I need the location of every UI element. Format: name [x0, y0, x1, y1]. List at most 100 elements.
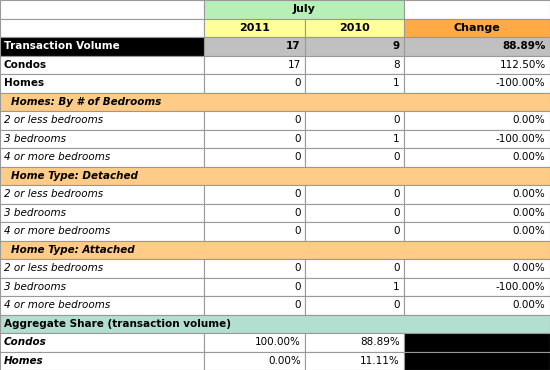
- Text: 3 bedrooms: 3 bedrooms: [4, 134, 66, 144]
- Text: 0.00%: 0.00%: [513, 152, 546, 162]
- Text: 2011: 2011: [239, 23, 270, 33]
- Bar: [204, 18, 305, 37]
- Text: 0.00%: 0.00%: [513, 208, 546, 218]
- Bar: [404, 222, 550, 241]
- Bar: [0, 0, 204, 18]
- Text: 0.00%: 0.00%: [513, 115, 546, 125]
- Bar: [404, 259, 550, 278]
- Text: -100.00%: -100.00%: [496, 134, 546, 144]
- Text: 112.50%: 112.50%: [499, 60, 546, 70]
- Text: 0: 0: [294, 115, 301, 125]
- Text: 3 bedrooms: 3 bedrooms: [4, 282, 66, 292]
- Bar: [0, 130, 204, 148]
- Bar: [0, 166, 550, 185]
- Text: 0: 0: [294, 263, 301, 273]
- Text: Condos: Condos: [4, 337, 47, 347]
- Text: 0: 0: [393, 208, 400, 218]
- Text: Homes: Homes: [4, 356, 43, 366]
- Text: 17: 17: [286, 41, 301, 51]
- Bar: [404, 148, 550, 166]
- Text: 3 bedrooms: 3 bedrooms: [4, 208, 66, 218]
- Bar: [204, 185, 305, 204]
- Text: 0: 0: [393, 300, 400, 310]
- Bar: [305, 352, 404, 370]
- Text: 1: 1: [393, 78, 400, 88]
- Bar: [404, 296, 550, 314]
- Text: 0.00%: 0.00%: [513, 226, 546, 236]
- Bar: [0, 56, 204, 74]
- Bar: [404, 56, 550, 74]
- Bar: [0, 296, 204, 314]
- Bar: [0, 333, 204, 352]
- Bar: [0, 278, 204, 296]
- Text: 0: 0: [294, 78, 301, 88]
- Text: Homes: By # of Bedrooms: Homes: By # of Bedrooms: [11, 97, 161, 107]
- Bar: [204, 352, 305, 370]
- Text: 11.11%: 11.11%: [360, 356, 400, 366]
- Bar: [305, 37, 404, 56]
- Text: 0.00%: 0.00%: [513, 189, 546, 199]
- Text: 0: 0: [294, 152, 301, 162]
- Text: 1: 1: [393, 134, 400, 144]
- Bar: [204, 130, 305, 148]
- Text: Homes: Homes: [4, 78, 44, 88]
- Text: -100.00%: -100.00%: [496, 282, 546, 292]
- Text: 0: 0: [294, 226, 301, 236]
- Bar: [305, 185, 404, 204]
- Text: 0: 0: [294, 300, 301, 310]
- Bar: [0, 74, 204, 92]
- Text: 9: 9: [393, 41, 400, 51]
- Bar: [204, 333, 305, 352]
- Text: 100.00%: 100.00%: [255, 337, 301, 347]
- Text: 0: 0: [294, 282, 301, 292]
- Text: 0: 0: [393, 226, 400, 236]
- Bar: [404, 333, 550, 352]
- Text: 0.00%: 0.00%: [268, 356, 301, 366]
- Text: Change: Change: [454, 23, 501, 33]
- Text: 17: 17: [288, 60, 301, 70]
- Text: 0: 0: [393, 152, 400, 162]
- Text: 2 or less bedrooms: 2 or less bedrooms: [4, 115, 103, 125]
- Text: 2 or less bedrooms: 2 or less bedrooms: [4, 189, 103, 199]
- Bar: [404, 111, 550, 130]
- Bar: [404, 204, 550, 222]
- Text: 1: 1: [393, 282, 400, 292]
- Bar: [0, 259, 204, 278]
- Bar: [305, 111, 404, 130]
- Text: Aggregate Share (transaction volume): Aggregate Share (transaction volume): [4, 319, 231, 329]
- Text: Transaction Volume: Transaction Volume: [4, 41, 119, 51]
- Bar: [204, 56, 305, 74]
- Text: Condos: Condos: [4, 60, 47, 70]
- Bar: [0, 37, 204, 56]
- Text: 4 or more bedrooms: 4 or more bedrooms: [4, 226, 110, 236]
- Text: 88.89%: 88.89%: [360, 337, 400, 347]
- Bar: [204, 278, 305, 296]
- Text: 0: 0: [294, 134, 301, 144]
- Bar: [305, 222, 404, 241]
- Bar: [204, 204, 305, 222]
- Text: 0: 0: [294, 208, 301, 218]
- Text: July: July: [293, 4, 315, 14]
- Text: 2 or less bedrooms: 2 or less bedrooms: [4, 263, 103, 273]
- Bar: [404, 18, 550, 37]
- Bar: [404, 130, 550, 148]
- Bar: [305, 278, 404, 296]
- Bar: [0, 148, 204, 166]
- Bar: [204, 296, 305, 314]
- Bar: [204, 222, 305, 241]
- Bar: [305, 130, 404, 148]
- Bar: [0, 314, 550, 333]
- Bar: [305, 296, 404, 314]
- Bar: [204, 0, 404, 18]
- Bar: [404, 278, 550, 296]
- Bar: [0, 18, 204, 37]
- Text: 0.00%: 0.00%: [513, 263, 546, 273]
- Text: 2010: 2010: [339, 23, 370, 33]
- Bar: [0, 92, 550, 111]
- Bar: [305, 74, 404, 92]
- Bar: [404, 185, 550, 204]
- Bar: [404, 0, 550, 18]
- Text: 0.00%: 0.00%: [513, 300, 546, 310]
- Bar: [305, 259, 404, 278]
- Text: 8: 8: [393, 60, 400, 70]
